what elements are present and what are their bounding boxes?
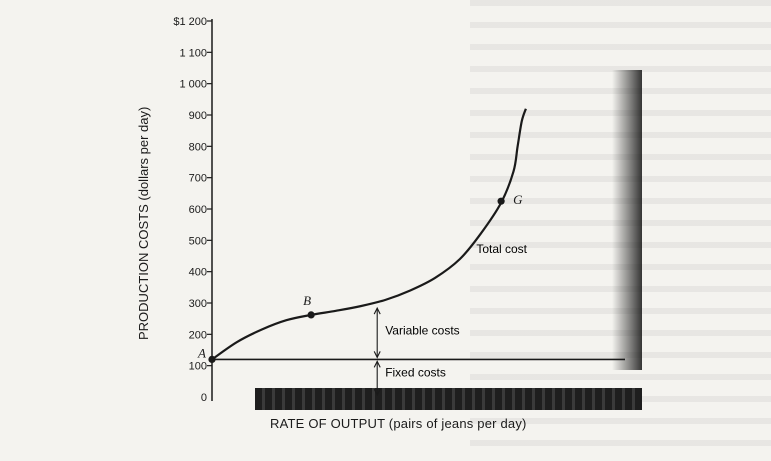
y-tick-label: 200 [189, 329, 207, 341]
page-shadow-right [612, 70, 642, 370]
total-cost-label: Total cost [476, 242, 527, 256]
y-tick-label: 0 [201, 392, 207, 404]
fixed-costs-label: Fixed costs [385, 366, 446, 380]
fixed-costs-arrow-head-top [373, 360, 381, 368]
y-tick-label: 700 [189, 173, 207, 185]
y-tick-label: 900 [189, 110, 207, 122]
cost-brackets [373, 306, 381, 397]
y-tick-label: $1 200 [173, 16, 207, 28]
total-cost-curve [211, 108, 527, 361]
y-tick-label: 600 [189, 204, 207, 216]
point-g-marker [497, 197, 505, 205]
page-shadow-bottom [255, 388, 642, 410]
point-g-label: G [513, 192, 523, 207]
x-axis-title: RATE OF OUTPUT (pairs of jeans per day) [270, 416, 527, 431]
point-b-marker [307, 311, 315, 319]
y-tick-label: 300 [189, 298, 207, 310]
variable-costs-arrow-head-bottom [373, 351, 381, 359]
point-a-marker [208, 355, 216, 363]
point-b-label: B [303, 293, 311, 308]
y-tick-label: 400 [189, 267, 207, 279]
y-axis-title: PRODUCTION COSTS (dollars per day) [136, 106, 151, 340]
y-tick-label: 1 100 [179, 47, 207, 59]
y-tick-label: 100 [189, 361, 207, 373]
variable-costs-label: Variable costs [385, 323, 459, 337]
y-tick-label: 500 [189, 235, 207, 247]
y-axis-ticks: 0 100 200 300 400 500 600 700 800 900 1 000 1 100 $1… [173, 16, 212, 404]
point-a-label: A [197, 345, 206, 360]
variable-costs-arrow-head-top [373, 306, 381, 315]
labelled-points: A B G [197, 192, 523, 363]
y-tick-label: 1 000 [179, 79, 207, 91]
y-tick-label: 800 [189, 141, 207, 153]
fixed-costs-arrow-head-bottom [373, 388, 381, 397]
